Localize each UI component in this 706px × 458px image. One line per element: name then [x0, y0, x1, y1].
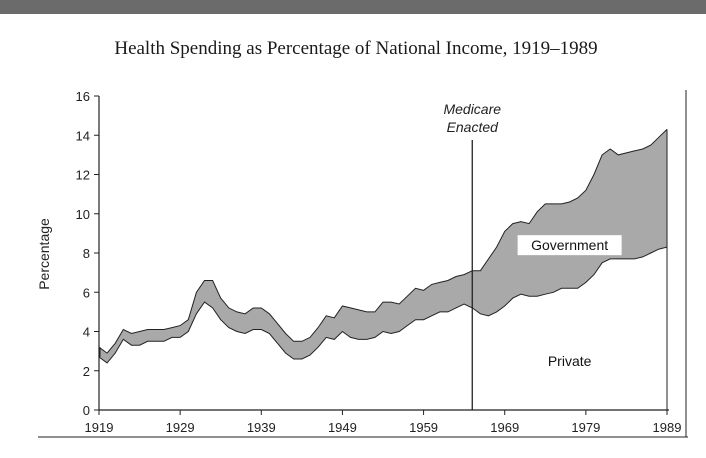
y-tick-label: 14 [76, 128, 90, 143]
axis-layer: 0 2 4 6 8 10 12 14 16 1919 1929 1939 1949 1959 1969 197… [38, 89, 688, 438]
x-tick-label: 1979 [571, 420, 600, 435]
y-tick-label: 10 [76, 207, 90, 222]
x-tick-label: 1949 [328, 420, 357, 435]
y-tick-label: 0 [83, 403, 90, 418]
y-tick-label: 16 [76, 89, 90, 104]
total-line [98, 129, 668, 354]
medicare-label-line1: Medicare [443, 101, 501, 117]
government-region-label: Government [531, 237, 608, 253]
private-line [98, 246, 668, 364]
y-axis-label: Percentage [36, 218, 52, 290]
x-tick-label: 1929 [166, 420, 195, 435]
private-region-label: Private [548, 353, 592, 369]
top-bar [0, 0, 706, 14]
y-tick-label: 8 [83, 246, 90, 261]
government-label-bg [517, 235, 622, 256]
x-tick-label: 1989 [653, 420, 682, 435]
medicare-label-line2: Enacted [447, 119, 500, 135]
x-tick-label: 1969 [490, 420, 519, 435]
y-tick-label: 12 [76, 168, 90, 183]
y-tick-label: 2 [83, 364, 90, 379]
x-tick-label: 1959 [409, 420, 438, 435]
chart-title: Health Spending as Percentage of Nationa… [114, 38, 597, 59]
y-tick-label: 6 [83, 285, 90, 300]
y-tick-label: 4 [83, 325, 90, 340]
x-tick-label: 1919 [85, 420, 114, 435]
annotation-layer: Medicare Enacted [443, 101, 501, 410]
x-tick-label: 1939 [247, 420, 276, 435]
